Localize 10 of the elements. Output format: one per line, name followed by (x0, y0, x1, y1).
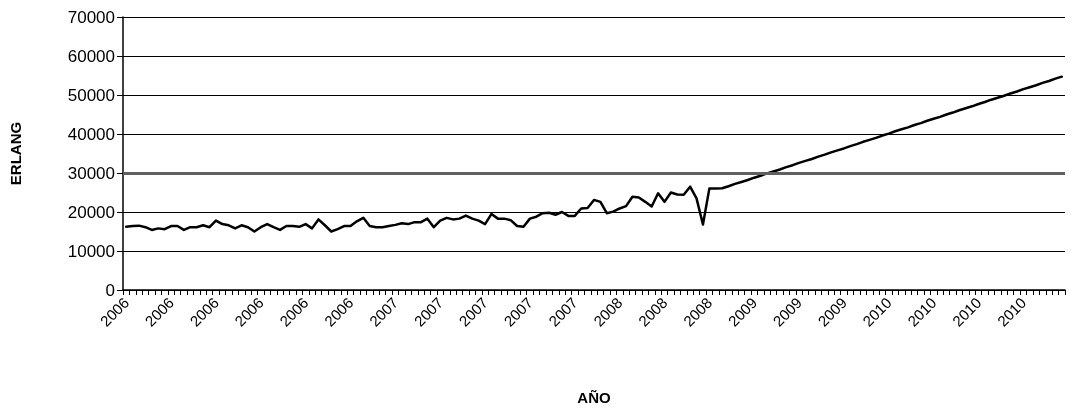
y-tick-label: 0 (105, 280, 115, 300)
y-tick-label: 70000 (67, 7, 115, 27)
y-tick-label: 60000 (67, 46, 115, 66)
y-tick-label: 30000 (67, 163, 115, 183)
x-axis-title: AÑO (577, 389, 611, 406)
y-tick-label: 20000 (67, 202, 115, 222)
y-tick-label: 50000 (67, 85, 115, 105)
y-tick-label: 10000 (67, 241, 115, 261)
y-axis-title: ERLANG (7, 121, 24, 186)
y-tick-label: 40000 (67, 124, 115, 144)
